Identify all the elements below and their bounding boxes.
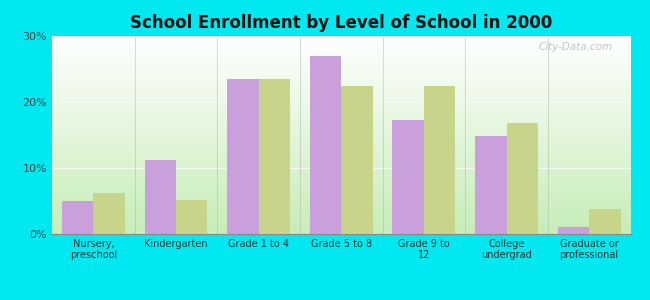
Bar [144, 160, 176, 234]
Bar [259, 79, 290, 234]
Bar [506, 123, 538, 234]
Bar [94, 193, 125, 234]
Bar [341, 85, 372, 234]
Bar [589, 209, 621, 234]
Bar [393, 121, 424, 234]
Title: School Enrollment by Level of School in 2000: School Enrollment by Level of School in … [130, 14, 552, 32]
Bar [310, 56, 341, 234]
Bar [475, 136, 506, 234]
Bar [558, 227, 589, 234]
Bar [424, 85, 455, 234]
Bar [176, 200, 207, 234]
Bar [227, 79, 259, 234]
Text: City-Data.com: City-Data.com [539, 42, 613, 52]
Bar [62, 201, 94, 234]
